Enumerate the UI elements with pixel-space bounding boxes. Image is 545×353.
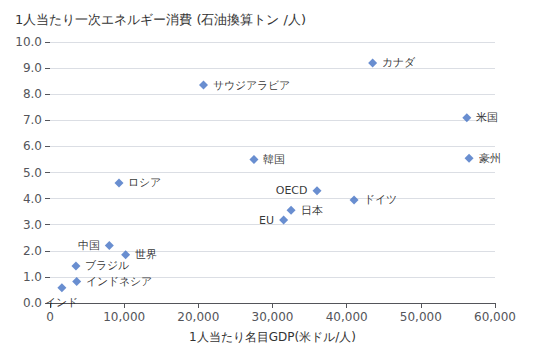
svg-text:インドネシア: インドネシア [86, 275, 152, 288]
svg-text:7.0: 7.0 [23, 113, 42, 127]
svg-text:20,000: 20,000 [177, 310, 219, 324]
svg-text:10,000: 10,000 [103, 310, 145, 324]
svg-text:30,000: 30,000 [252, 310, 294, 324]
svg-text:日本: 日本 [301, 204, 323, 217]
svg-text:ブラジル: ブラジル [85, 259, 129, 272]
svg-text:インド: インド [45, 296, 78, 309]
svg-text:サウジアラビア: サウジアラビア [213, 79, 290, 92]
svg-text:50,000: 50,000 [400, 310, 442, 324]
svg-text:3.0: 3.0 [23, 218, 42, 232]
svg-text:1人当たり一次エネルギー消費 (石油換算トン /人): 1人当たり一次エネルギー消費 (石油換算トン /人) [15, 12, 306, 27]
svg-text:60,000: 60,000 [474, 310, 516, 324]
svg-text:米国: 米国 [476, 111, 498, 124]
svg-text:0.0: 0.0 [23, 296, 42, 310]
svg-text:0: 0 [46, 310, 54, 324]
svg-text:カナダ: カナダ [382, 56, 416, 69]
svg-text:EU: EU [259, 214, 274, 227]
svg-text:豪州: 豪州 [479, 152, 501, 165]
svg-text:40,000: 40,000 [326, 310, 368, 324]
svg-text:世界: 世界 [135, 248, 157, 261]
svg-text:2.0: 2.0 [23, 244, 42, 258]
svg-text:4.0: 4.0 [23, 192, 42, 206]
svg-text:9.0: 9.0 [23, 61, 42, 75]
svg-text:6.0: 6.0 [23, 139, 42, 153]
svg-text:8.0: 8.0 [23, 87, 42, 101]
svg-text:ドイツ: ドイツ [364, 193, 397, 206]
svg-text:中国: 中国 [78, 239, 100, 252]
svg-text:OECD: OECD [276, 184, 308, 197]
svg-text:ロシア: ロシア [128, 176, 161, 189]
svg-text:韓国: 韓国 [263, 153, 285, 166]
svg-text:1.0: 1.0 [23, 270, 42, 284]
svg-text:10.0: 10.0 [15, 35, 42, 49]
svg-text:5.0: 5.0 [23, 166, 42, 180]
svg-text:1人当たり名目GDP(米ドル/人): 1人当たり名目GDP(米ドル/人) [189, 330, 356, 344]
